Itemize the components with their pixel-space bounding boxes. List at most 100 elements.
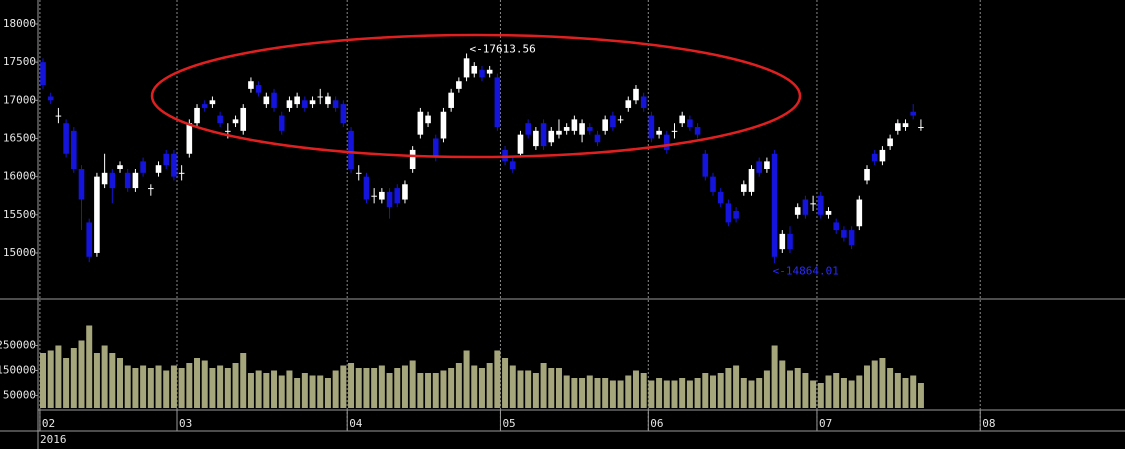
candle-body <box>810 203 816 205</box>
volume-bar <box>271 370 278 408</box>
volume-bar <box>455 363 462 408</box>
volume-bar <box>101 345 108 408</box>
candle-body <box>432 138 439 158</box>
candle-body <box>363 176 370 200</box>
volume-bar <box>309 375 316 408</box>
volume-bar <box>132 368 139 408</box>
candle-body <box>548 130 555 143</box>
volume-bar <box>740 378 747 408</box>
candle-body <box>379 191 385 200</box>
x-tick-label: 04 <box>349 417 363 430</box>
volume-bar <box>378 365 385 408</box>
annotation: <-14864.01 <box>773 264 839 277</box>
volume-bar <box>194 358 201 408</box>
volume-bar <box>432 373 439 408</box>
candle-body <box>687 119 693 128</box>
candle-body <box>348 130 354 170</box>
volume-bar <box>124 365 131 408</box>
volume-bar <box>894 373 901 408</box>
volume-bar <box>170 365 177 408</box>
candle-body <box>201 104 208 108</box>
volume-bar <box>263 373 270 408</box>
candle-body <box>178 172 185 174</box>
y-tick-label: 150000 <box>0 364 36 377</box>
candle-body <box>47 96 54 101</box>
y-tick-label: 50000 <box>3 389 36 402</box>
candle-body <box>787 233 793 250</box>
volume-bar <box>417 373 424 408</box>
volume-bar <box>209 368 216 408</box>
candle-body <box>217 115 223 124</box>
volume-bar <box>771 345 778 408</box>
candle-body <box>764 161 770 170</box>
volume-bar <box>548 368 555 408</box>
volume-bar <box>401 365 408 408</box>
candle-body <box>402 184 408 200</box>
volume-bar <box>425 373 432 408</box>
candle-body <box>625 100 632 108</box>
candle-body <box>194 107 200 124</box>
candle-body <box>86 222 93 257</box>
volume-bar <box>763 370 770 408</box>
candle-body <box>232 119 239 124</box>
highlight-ellipse <box>150 33 802 159</box>
volume-bar <box>324 378 331 408</box>
volume-bar <box>240 353 247 408</box>
volume-bar <box>63 358 70 408</box>
volume-bar <box>509 365 516 408</box>
volume-bar <box>902 378 909 408</box>
candle-body <box>486 69 493 74</box>
volume-bar <box>594 378 601 408</box>
volume-bar <box>463 350 470 408</box>
candle-body <box>225 130 231 132</box>
candle-body <box>340 104 347 124</box>
volume-bar <box>717 373 724 408</box>
volume-bar <box>563 375 570 408</box>
candle-body <box>440 111 447 139</box>
volume-bar <box>794 368 801 408</box>
volume-bar <box>579 378 586 408</box>
candle-body <box>309 100 316 105</box>
volume-bar <box>617 380 624 408</box>
x-tick-label: 08 <box>982 417 995 430</box>
volume-bar <box>525 370 532 408</box>
candle-body <box>856 199 863 227</box>
volume-bar <box>887 368 894 408</box>
candle-body <box>456 81 462 89</box>
volume-bar <box>833 373 840 408</box>
candle-body <box>887 138 893 147</box>
candle-body <box>748 169 755 192</box>
volume-bar <box>802 373 809 408</box>
candle-body <box>571 119 578 131</box>
candle-body <box>633 88 639 101</box>
volume-bar <box>224 368 231 408</box>
volume-bar <box>632 370 639 408</box>
candle-body <box>240 107 247 131</box>
candle-body <box>117 165 123 170</box>
volume-bar <box>70 348 77 408</box>
candle-body <box>294 96 300 105</box>
candle-body <box>640 96 647 108</box>
volume-bar <box>355 368 362 408</box>
volume-bar <box>448 368 455 408</box>
volume-bar <box>409 360 416 408</box>
candle-body <box>40 62 46 86</box>
candle-body <box>494 77 501 128</box>
candle-body <box>725 203 732 223</box>
candle-body <box>841 230 847 238</box>
volume-bar <box>317 375 324 408</box>
volume-bar <box>86 325 93 408</box>
volume-bar <box>848 380 855 408</box>
volume-bar <box>709 375 716 408</box>
candle-body <box>517 134 524 154</box>
volume-bar <box>879 358 886 408</box>
candle-body <box>617 119 624 121</box>
candle-body <box>771 153 778 257</box>
volume-bar <box>147 368 154 408</box>
volume-bar <box>348 363 355 408</box>
candle-body <box>263 96 270 105</box>
candle-body <box>186 123 193 154</box>
annotation: <-17613.56 <box>470 42 536 55</box>
volume-bar <box>140 365 147 408</box>
